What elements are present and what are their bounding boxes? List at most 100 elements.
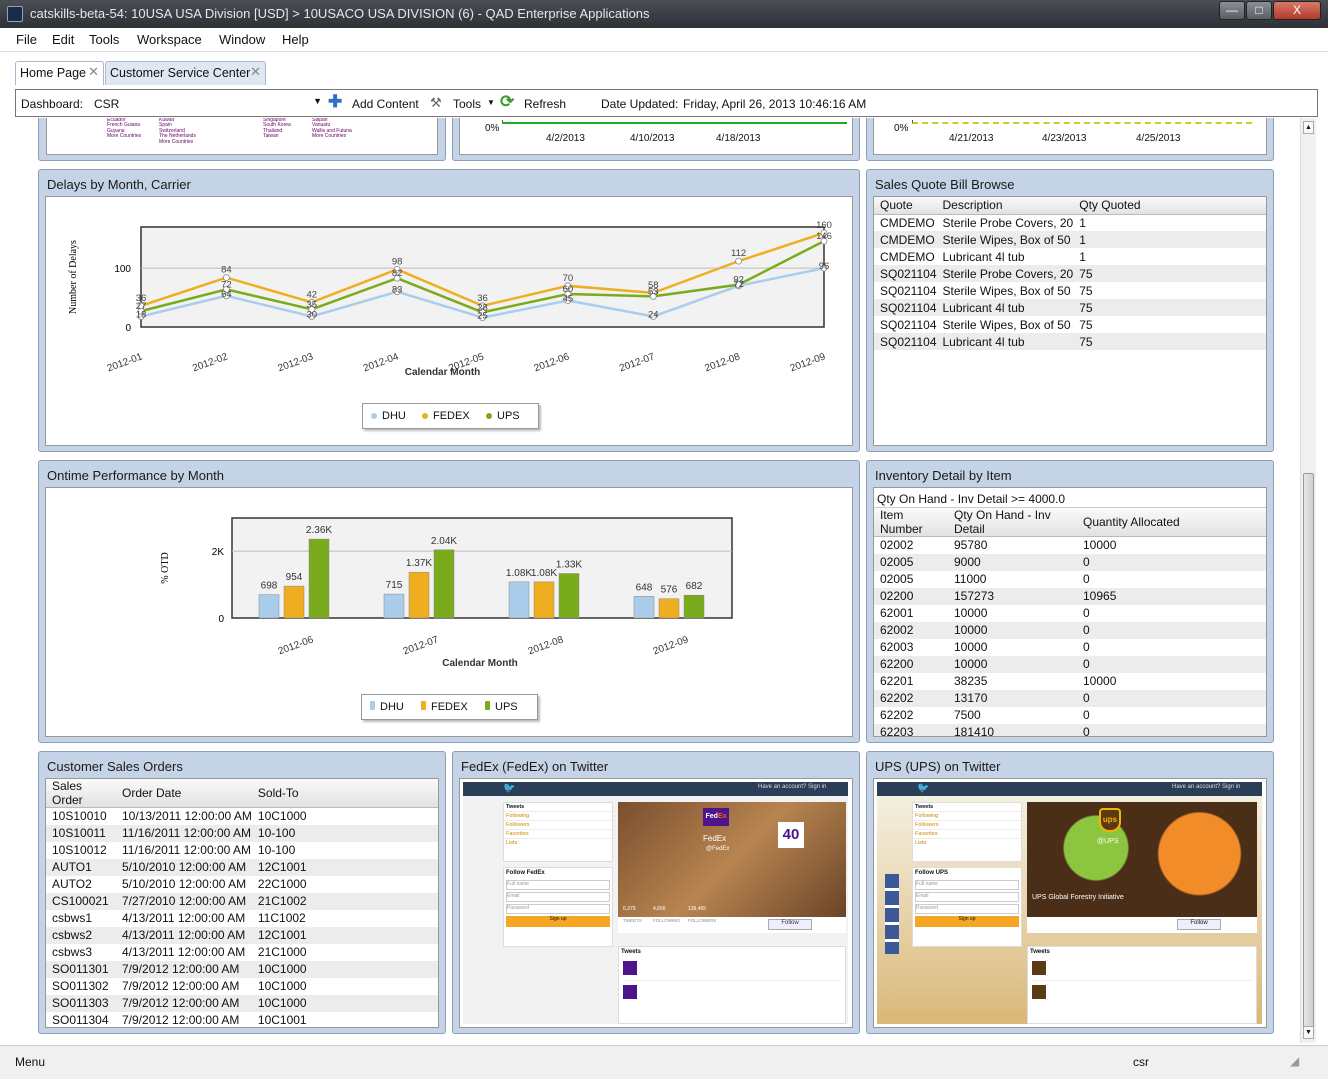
close-button[interactable]: X [1273,1,1321,20]
name-input[interactable]: Full name [915,880,1019,890]
menu-help[interactable]: Help [282,32,309,47]
table-row[interactable]: SO011304 7/9/2012 12:00:00 AM 10C1001 [46,1012,438,1027]
table-row[interactable]: 02002 95780 10000 [874,537,1266,554]
menu-file[interactable]: File [16,32,37,47]
table-row[interactable]: AUTO1 5/10/2010 12:00:00 AM 12C1001 [46,858,438,876]
table-row[interactable]: 62202 13170 0 [874,689,1266,707]
signup-button[interactable]: Sign up [915,916,1019,927]
country-link[interactable]: More Countries [159,138,194,145]
nav-item[interactable]: Lists [504,838,612,847]
nav-item[interactable]: Following [504,811,612,820]
sales-quote-grid[interactable]: Quote Description Qty Quoted CMDEMO Steri… [873,196,1267,446]
table-row[interactable]: 62002 10000 0 [874,621,1266,639]
follow-button[interactable]: Follow [1177,919,1221,930]
minimize-button[interactable]: — [1219,1,1245,20]
resize-grip-icon[interactable]: ◢ [1290,1054,1300,1068]
scroll-thumb[interactable] [1303,473,1314,1028]
table-row[interactable]: 10S10011 11/16/2011 12:00:00 AM 10-100 [46,824,438,842]
nav-item[interactable]: Tweets [915,804,934,810]
password-input[interactable]: Password [506,904,610,914]
table-row[interactable]: 62001 10000 0 [874,605,1266,622]
tools-dropdown[interactable]: Tools [453,97,482,111]
add-content-button[interactable]: Add Content [352,97,419,111]
country-link[interactable]: Spain [159,122,172,129]
table-row[interactable]: 02005 9000 0 [874,553,1266,571]
column-header[interactable]: Quantity Allocated [1077,508,1266,537]
table-row[interactable]: 62202 7500 0 [874,707,1266,724]
country-link[interactable]: Guyana [107,127,125,134]
table-row[interactable]: SO011302 7/9/2012 12:00:00 AM 10C1000 [46,978,438,995]
country-link[interactable]: French Guiana [107,122,141,129]
column-header[interactable]: Qty On Hand - Inv Detail [948,508,1077,537]
table-row[interactable]: SQ021104 Lubricant 4l tub 75 [874,299,1266,316]
table-row[interactable]: 62203 181410 0 [874,723,1266,736]
table-row[interactable]: SQ021104 Sterile Wipes, Box of 50 75 [874,316,1266,333]
menu-workspace[interactable]: Workspace [137,32,202,47]
follow-button[interactable]: Follow [768,919,812,930]
sign-in-link[interactable]: Have an account? Sign in [758,784,827,790]
table-row[interactable]: csbws1 4/13/2011 12:00:00 AM 11C1002 [46,910,438,927]
column-header[interactable]: Sales Order [46,779,116,808]
country-link[interactable]: More Countries [312,133,347,140]
country-link[interactable]: Kuwait [159,118,175,123]
nav-item[interactable]: Lists [913,838,1021,847]
table-row[interactable]: CMDEMO Lubricant 4l tub 1 [874,248,1266,265]
table-row[interactable]: SQ021104 Sterile Probe Covers, 20 75 [874,265,1266,282]
country-link[interactable]: South Korea [263,122,291,129]
country-link[interactable]: The Netherlands [159,133,196,140]
close-tab-icon[interactable]: ✕ [88,64,99,79]
tab-home-page[interactable]: Home Page ✕ [15,61,104,85]
table-row[interactable]: CMDEMO Sterile Wipes, Box of 50 1 [874,231,1266,248]
nav-item[interactable]: Favorites [504,829,612,838]
table-row[interactable]: SO011301 7/9/2012 12:00:00 AM 10C1000 [46,960,438,978]
scroll-down-arrow[interactable]: ▼ [1303,1026,1314,1039]
signup-button[interactable]: Sign up [506,916,610,927]
table-row[interactable]: SO011303 7/9/2012 12:00:00 AM 10C1000 [46,994,438,1012]
dashboard-select[interactable]: CSR ▼ [89,94,322,112]
country-link[interactable]: More Countries [107,133,142,140]
scroll-up-arrow[interactable]: ▲ [1303,121,1314,134]
column-header[interactable]: Description [936,197,1074,215]
country-link[interactable]: Vanuatu [312,122,331,129]
column-header[interactable]: Qty Quoted [1073,197,1266,215]
column-header[interactable]: Item Number [874,508,948,537]
tab-customer-service-center[interactable]: Customer Service Center ✕ [105,61,266,85]
country-link[interactable]: Thailand [263,127,283,134]
nav-item[interactable]: Following [913,811,1021,820]
nav-item[interactable]: Tweets [506,804,525,810]
ups-twitter-view[interactable]: 🐦 Have an account? Sign in Tweets Follow… [873,778,1267,1028]
table-row[interactable]: csbws3 4/13/2011 12:00:00 AM 21C1000 [46,944,438,961]
table-row[interactable]: 62200 10000 0 [874,655,1266,673]
table-row[interactable]: 02200 157273 10965 [874,587,1266,605]
table-row[interactable]: CMDEMO Sterile Probe Covers, 20 1 [874,214,1266,231]
close-tab-icon[interactable]: ✕ [250,64,261,79]
column-header[interactable]: Sold-To [251,779,438,808]
status-menu-label[interactable]: Menu [15,1055,46,1069]
refresh-button[interactable]: Refresh [524,97,567,111]
country-link[interactable]: Taiwan [263,133,279,140]
table-row[interactable]: csbws2 4/13/2011 12:00:00 AM 12C1001 [46,926,438,944]
name-input[interactable]: Full name [506,880,610,890]
table-row[interactable]: SQ021104 Sterile Wipes, Box of 50 75 [874,282,1266,299]
email-input[interactable]: Email [915,892,1019,902]
menu-edit[interactable]: Edit [52,32,75,47]
chevron-down-icon[interactable]: ▼ [487,98,495,107]
nav-item[interactable]: Favorites [913,829,1021,838]
table-row[interactable]: 10S10012 11/16/2011 12:00:00 AM 10-100 [46,842,438,859]
chevron-down-icon[interactable]: ▼ [313,96,322,106]
email-input[interactable]: Email [506,892,610,902]
password-input[interactable]: Password [915,904,1019,914]
sales-orders-grid[interactable]: Sales Order Order Date Sold-To 10S10010 1… [45,778,439,1028]
sign-in-link[interactable]: Have an account? Sign in [1172,784,1241,790]
menu-window[interactable]: Window [219,32,266,47]
country-link[interactable]: Singapore [263,118,286,123]
vertical-scrollbar[interactable]: ▲ ▼ [1300,118,1316,1043]
menu-tools[interactable]: Tools [89,32,120,47]
table-row[interactable]: 02005 11000 0 [874,571,1266,588]
inventory-grid[interactable]: Qty On Hand - Inv Detail >= 4000.0 Item … [873,487,1267,737]
country-link[interactable]: Wallis and Futuna [312,127,352,134]
table-row[interactable]: 62201 38235 10000 [874,673,1266,690]
country-link[interactable]: Ecuador [107,118,126,123]
country-link[interactable]: Switzerland [159,127,185,134]
nav-item[interactable]: Followers [504,820,612,829]
